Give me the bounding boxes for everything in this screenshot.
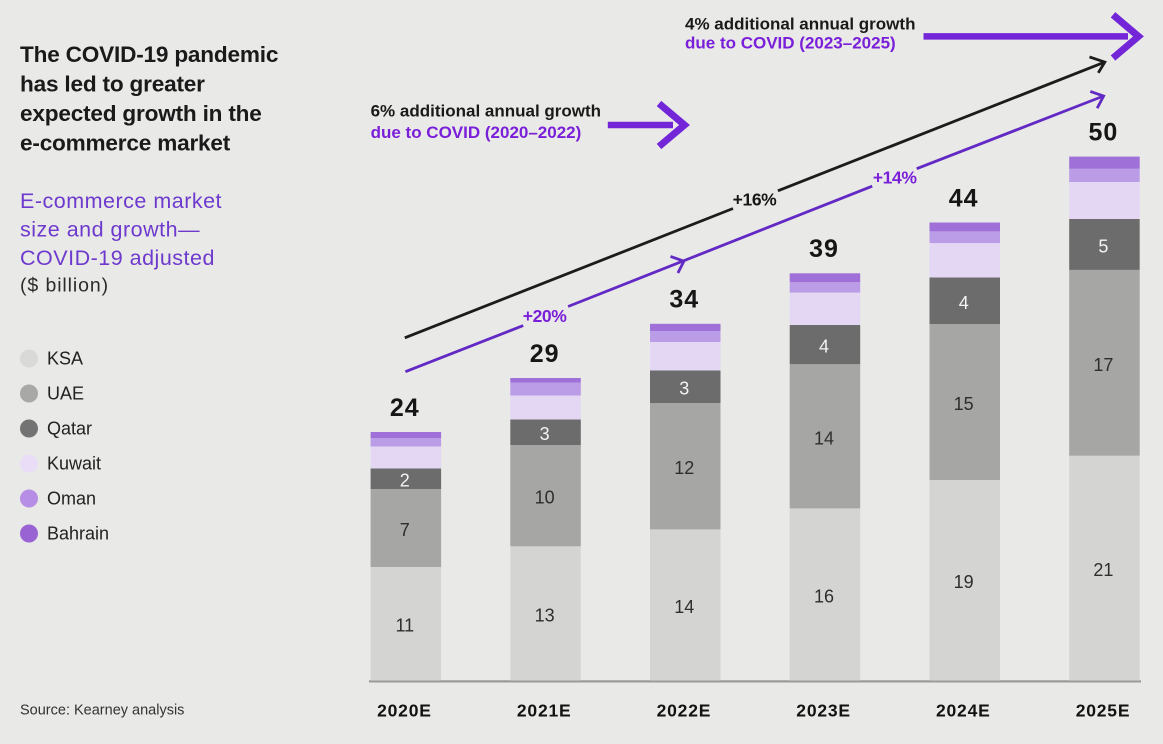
svg-text:size and growth—: size and growth—	[20, 218, 200, 242]
svg-text:E-commerce market: E-commerce market	[20, 189, 222, 213]
svg-text:4: 4	[819, 337, 829, 357]
svg-text:24: 24	[390, 394, 420, 422]
svg-text:+20%: +20%	[523, 306, 567, 326]
svg-text:2020E: 2020E	[377, 701, 432, 721]
svg-text:COVID-19 adjusted: COVID-19 adjusted	[20, 246, 215, 270]
svg-text:34: 34	[669, 286, 699, 314]
svg-text:2025E: 2025E	[1076, 701, 1131, 721]
svg-text:UAE: UAE	[47, 384, 84, 404]
svg-text:4: 4	[959, 293, 969, 313]
svg-text:due to COVID (2020–2022): due to COVID (2020–2022)	[371, 123, 582, 142]
svg-text:($ billion): ($ billion)	[20, 275, 109, 297]
svg-text:+14%: +14%	[873, 167, 917, 187]
svg-text:2023E: 2023E	[796, 701, 851, 721]
svg-text:50: 50	[1088, 118, 1118, 146]
svg-text:14: 14	[674, 597, 694, 617]
svg-text:17: 17	[1093, 355, 1113, 375]
svg-text:Bahrain: Bahrain	[47, 524, 109, 544]
svg-text:5: 5	[1098, 236, 1108, 256]
svg-text:6% additional annual growth: 6% additional annual growth	[371, 102, 601, 121]
svg-text:Oman: Oman	[47, 489, 96, 509]
svg-text:+16%: +16%	[733, 189, 777, 209]
svg-text:Qatar: Qatar	[47, 419, 92, 439]
svg-text:Source: Kearney analysis: Source: Kearney analysis	[20, 703, 184, 719]
svg-text:2: 2	[400, 471, 410, 491]
svg-text:29: 29	[530, 340, 560, 368]
svg-text:has led to greater: has led to greater	[20, 72, 205, 97]
svg-text:11: 11	[395, 616, 414, 636]
svg-text:KSA: KSA	[47, 349, 83, 369]
svg-text:39: 39	[809, 235, 839, 263]
svg-text:Kuwait: Kuwait	[47, 454, 101, 474]
svg-text:due to COVID (2023–2025): due to COVID (2023–2025)	[685, 34, 896, 53]
svg-text:19: 19	[954, 572, 974, 592]
svg-text:2024E: 2024E	[936, 701, 991, 721]
svg-text:e-commerce market: e-commerce market	[20, 131, 231, 156]
svg-text:2021E: 2021E	[517, 701, 572, 721]
svg-text:10: 10	[535, 488, 555, 508]
svg-text:The COVID-19 pandemic: The COVID-19 pandemic	[20, 42, 278, 67]
svg-text:16: 16	[814, 586, 834, 606]
svg-text:3: 3	[540, 424, 550, 444]
svg-text:7: 7	[400, 520, 410, 540]
svg-text:14: 14	[814, 428, 834, 448]
svg-text:4% additional annual growth: 4% additional annual growth	[685, 14, 915, 33]
svg-text:44: 44	[949, 184, 979, 212]
svg-text:12: 12	[674, 458, 694, 478]
svg-text:expected growth in the: expected growth in the	[20, 101, 262, 126]
svg-text:3: 3	[679, 379, 689, 399]
svg-text:13: 13	[535, 605, 555, 625]
svg-text:21: 21	[1093, 560, 1113, 580]
svg-text:2022E: 2022E	[657, 701, 712, 721]
svg-text:15: 15	[954, 394, 974, 414]
